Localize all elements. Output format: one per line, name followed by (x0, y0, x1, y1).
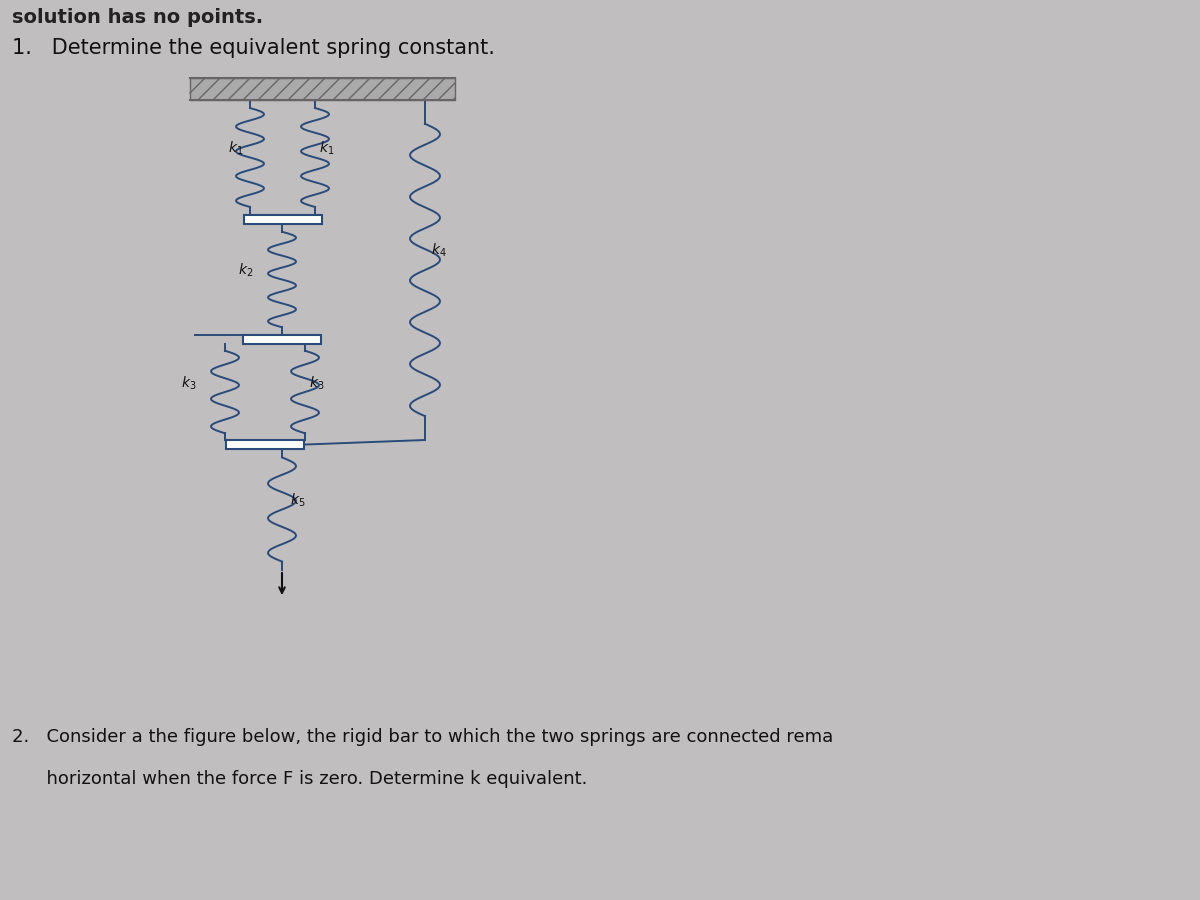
Text: 1.   Determine the equivalent spring constant.: 1. Determine the equivalent spring const… (12, 38, 494, 58)
Bar (190, 78, 455, 100)
Text: $k_3$: $k_3$ (310, 374, 324, 392)
Text: $k_1$: $k_1$ (319, 140, 335, 157)
Bar (244, 215, 322, 224)
Text: $k_3$: $k_3$ (181, 374, 197, 392)
Bar (242, 335, 322, 344)
Text: 2.   Consider a the figure below, the rigid bar to which the two springs are con: 2. Consider a the figure below, the rigi… (12, 728, 833, 746)
Bar (226, 440, 304, 449)
Text: horizontal when the force F is zero. Determine k equivalent.: horizontal when the force F is zero. Det… (12, 770, 587, 788)
Text: $k_2$: $k_2$ (238, 262, 253, 279)
Text: solution has no points.: solution has no points. (12, 8, 263, 27)
Text: $k_4$: $k_4$ (431, 242, 446, 259)
Text: $k_5$: $k_5$ (290, 492, 306, 509)
Text: $k_1$: $k_1$ (228, 140, 244, 157)
